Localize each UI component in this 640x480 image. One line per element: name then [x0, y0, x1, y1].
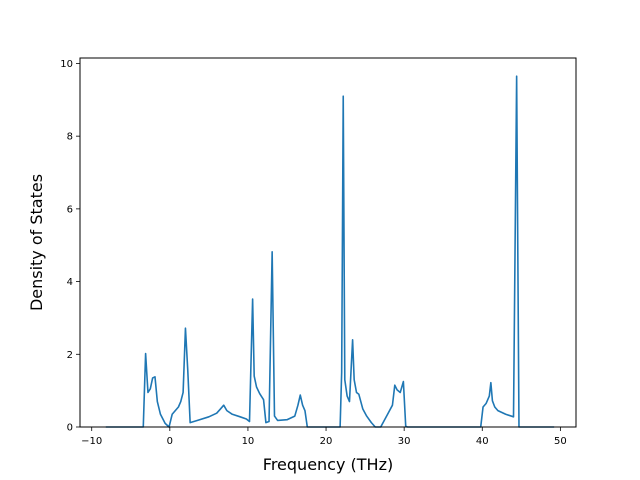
dos-series-line — [105, 75, 555, 428]
y-tick-label: 10 — [60, 59, 73, 70]
y-tick-label: 2 — [67, 350, 73, 361]
x-tick-label: 20 — [320, 436, 333, 447]
y-axis-ticks: 0 2 4 6 8 10 — [60, 59, 80, 434]
x-axis-ticks: −10 0 10 20 30 40 50 — [81, 427, 567, 447]
x-tick-label: 50 — [554, 436, 567, 447]
y-tick-label: 0 — [67, 423, 73, 434]
y-tick-label: 8 — [67, 132, 73, 143]
x-axis-label: Frequency (THz) — [263, 455, 393, 474]
y-tick-label: 4 — [67, 277, 73, 288]
y-axis-label: Density of States — [27, 174, 46, 311]
x-tick-label: 30 — [398, 436, 411, 447]
x-tick-label: 0 — [167, 436, 173, 447]
x-tick-label: 10 — [242, 436, 255, 447]
plot-background — [80, 58, 576, 427]
plot-frame — [79, 57, 577, 428]
y-tick-label: 6 — [67, 204, 73, 215]
x-tick-label: 40 — [476, 436, 489, 447]
x-tick-label: −10 — [81, 436, 102, 447]
